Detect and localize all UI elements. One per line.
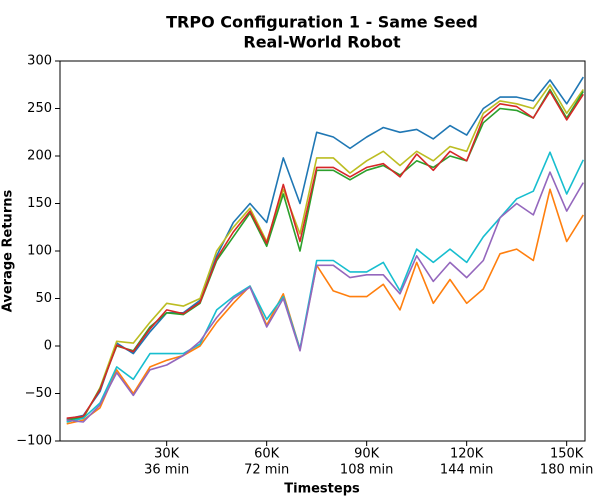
y-tick-label: 100 (27, 244, 52, 259)
series-line (66, 151, 585, 423)
series-line (66, 171, 584, 423)
series-line (66, 88, 584, 421)
y-tick-label: 250 (27, 101, 52, 116)
x-tick-label: 150K (550, 447, 584, 462)
y-tick-label: −100 (16, 434, 52, 449)
y-tick-label: 50 (35, 291, 52, 306)
y-tick-label: 300 (27, 54, 52, 69)
series-line (66, 76, 584, 420)
chart-subtitle: Real-World Robot (243, 33, 401, 52)
y-tick-label: −50 (25, 386, 52, 401)
plot-frame (59, 60, 586, 442)
x-tick-sublabel: 36 min (144, 463, 189, 478)
x-tick-sublabel: 108 min (340, 463, 393, 478)
x-tick-sublabel: 144 min (440, 463, 493, 478)
series-line (66, 188, 584, 425)
x-tick-label: 30K (154, 447, 180, 462)
x-tick-label: 90K (354, 447, 380, 462)
y-tick-label: 200 (27, 149, 52, 164)
chart-title: TRPO Configuration 1 - Same Seed (166, 13, 478, 32)
series-line (66, 90, 584, 419)
y-tick-label: 150 (27, 196, 52, 211)
x-tick-sublabel: 180 min (540, 463, 593, 478)
series-line (66, 84, 584, 423)
y-tick-label: 0 (44, 339, 52, 354)
x-axis-label: Timesteps (284, 482, 360, 497)
x-tick-label: 120K (450, 447, 484, 462)
x-tick-label: 60K (254, 447, 280, 462)
x-tick-sublabel: 72 min (244, 463, 289, 478)
y-axis-label: Average Returns (1, 190, 16, 313)
